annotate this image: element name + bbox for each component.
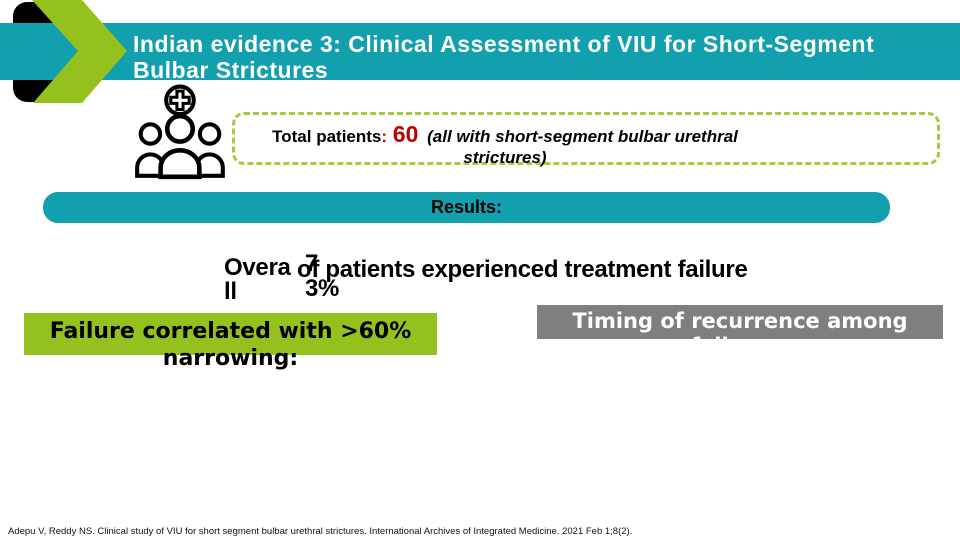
- overall-percentage-value: 73%: [305, 250, 340, 302]
- total-patients-colon: :: [381, 127, 388, 146]
- total-patients-box: Total patients: 60 (all with short-segme…: [232, 112, 940, 168]
- results-header-bar: Results:: [43, 192, 890, 223]
- title-band: [0, 23, 960, 80]
- failure-correlation-box: Failure correlated with >60% narrowing:: [24, 313, 437, 371]
- citation-text: Adepu V, Reddy NS. Clinical study of VIU…: [8, 526, 633, 537]
- overall-label: Overall: [224, 254, 291, 305]
- total-patients-label: Total patients: [272, 127, 382, 146]
- results-header-label: Results:: [430, 197, 502, 217]
- overall-statement: of patients experienced treatment failur…: [297, 256, 748, 283]
- total-patients-note: (all with short-segment bulbar urethral …: [427, 127, 738, 167]
- slide-title: Indian evidence 3: Clinical Assessment o…: [133, 31, 875, 83]
- total-patients-text: Total patients: 60 (all with short-segme…: [235, 115, 775, 168]
- timing-recurrence-box: Timing of recurrence among failures:: [537, 305, 943, 339]
- patients-group-medical-cross-icon: [135, 84, 225, 180]
- total-patients-value: 60: [392, 121, 419, 147]
- right-chevron-arrow-icon: [32, 0, 127, 103]
